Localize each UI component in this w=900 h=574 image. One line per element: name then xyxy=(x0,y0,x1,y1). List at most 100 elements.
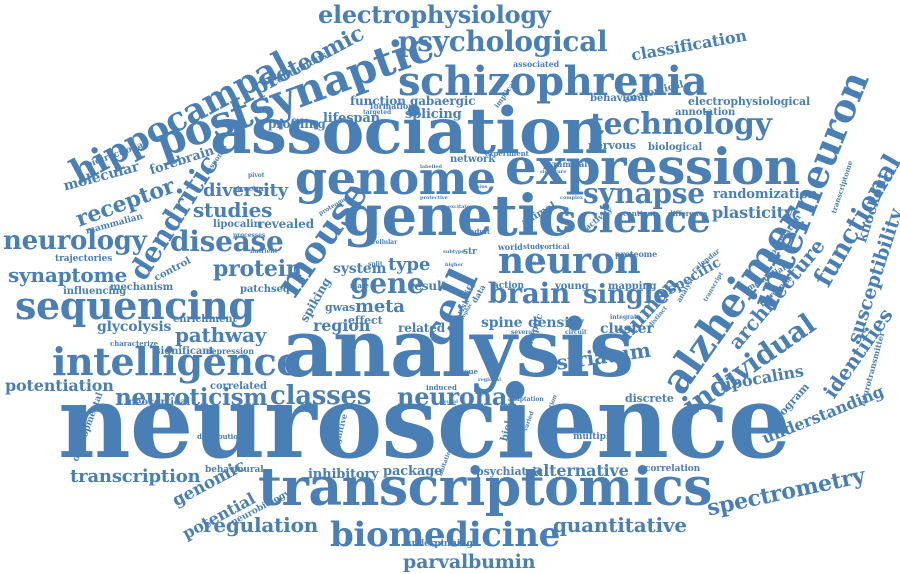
word: association xyxy=(210,94,608,169)
word: regulation xyxy=(203,513,319,537)
word: inhibitory xyxy=(308,467,379,482)
word: action xyxy=(493,281,524,291)
word: adult xyxy=(470,227,491,236)
word: discrete xyxy=(625,392,674,405)
word: higher xyxy=(445,262,464,268)
word: single xyxy=(583,280,670,310)
word: mapping xyxy=(608,281,657,292)
word: disease xyxy=(170,225,284,258)
word: cellular xyxy=(372,239,398,246)
word: lifespan xyxy=(323,111,380,126)
word: type xyxy=(388,254,431,275)
word: biomedicine xyxy=(330,515,560,555)
word: labelled xyxy=(420,164,442,170)
word: quantitative xyxy=(553,513,687,537)
word: mechanism xyxy=(110,282,174,293)
word: correlation xyxy=(645,464,701,474)
word: experiment xyxy=(485,149,529,158)
word: signature xyxy=(540,169,567,175)
word: behavioral xyxy=(590,93,648,104)
word: split xyxy=(368,261,383,268)
word: classes xyxy=(270,381,372,411)
word: plasticity xyxy=(712,203,794,222)
word: associated xyxy=(513,59,560,69)
word: science xyxy=(555,196,711,241)
word: cluster xyxy=(600,321,654,337)
word: gabaergic xyxy=(410,94,476,108)
word: influencing xyxy=(63,286,127,297)
word: electrophysiology xyxy=(318,0,551,29)
word: targeted xyxy=(363,109,392,116)
word: distribution xyxy=(197,432,243,441)
word: neural xyxy=(440,399,458,405)
word: neurology xyxy=(3,226,147,256)
word: pivot xyxy=(248,172,265,179)
word: annotation xyxy=(675,107,736,118)
word: cortical xyxy=(540,242,570,251)
word: characterize xyxy=(110,339,158,348)
word: nervous xyxy=(588,139,636,152)
word: protein xyxy=(213,256,302,282)
word: expression xyxy=(505,137,800,196)
word: multiple xyxy=(573,432,615,442)
word: electrophysiological xyxy=(688,95,811,108)
word: package xyxy=(383,464,443,479)
word: lipocalin xyxy=(213,219,261,230)
word: processes xyxy=(233,232,266,239)
word: neuroticism xyxy=(115,384,268,411)
word: region xyxy=(313,316,371,335)
word: slice xyxy=(530,261,543,267)
word: transcription xyxy=(70,466,201,487)
word: profiling xyxy=(268,117,326,131)
word: correlated xyxy=(210,381,267,392)
word: excitatory xyxy=(448,204,476,210)
word: depression xyxy=(206,346,254,356)
word: circuit xyxy=(565,329,587,336)
word: enrichment xyxy=(173,314,237,325)
word: psychological xyxy=(398,25,608,58)
word: technology xyxy=(590,107,772,142)
word: proteome xyxy=(615,249,658,259)
word: related xyxy=(398,321,446,335)
word: genetic xyxy=(343,183,572,249)
word: neuron xyxy=(498,240,641,282)
word: behavioural xyxy=(205,465,264,475)
word: nutrient xyxy=(250,248,278,255)
word: parvalbumin xyxy=(403,551,536,573)
word: gene xyxy=(350,267,425,300)
word: revealed xyxy=(258,217,314,231)
word: underpinning xyxy=(405,539,473,549)
word: network xyxy=(450,154,496,165)
word: complex xyxy=(560,195,583,201)
word: protective xyxy=(420,195,448,201)
word: adaptation xyxy=(508,396,544,403)
word: potentiation xyxy=(5,376,114,395)
word: regional xyxy=(478,377,501,383)
word: schizophrenia xyxy=(398,58,708,105)
word: alternative xyxy=(533,461,629,480)
word: spine xyxy=(481,315,523,331)
word: brain xyxy=(488,277,571,310)
word: world xyxy=(498,242,523,252)
word: analysis xyxy=(282,301,634,395)
word: effect xyxy=(348,314,383,327)
word: brains xyxy=(470,184,488,190)
word: str xyxy=(463,247,477,257)
word: trajectories xyxy=(55,254,113,264)
word: young xyxy=(555,281,589,292)
word: density xyxy=(528,315,584,331)
word: induced xyxy=(426,383,457,392)
word: study xyxy=(523,242,544,251)
word: continua xyxy=(623,209,658,218)
word: splicing xyxy=(405,107,462,122)
word: biological xyxy=(648,142,703,153)
word: several xyxy=(511,329,535,336)
word: neocortical xyxy=(128,397,191,408)
word: transcriptomics xyxy=(258,457,713,518)
word: neuroscience xyxy=(58,363,791,481)
word: tissue xyxy=(455,367,478,376)
word: gwas xyxy=(325,301,356,314)
word: randomization xyxy=(713,187,818,202)
word: patchseq xyxy=(240,284,290,295)
